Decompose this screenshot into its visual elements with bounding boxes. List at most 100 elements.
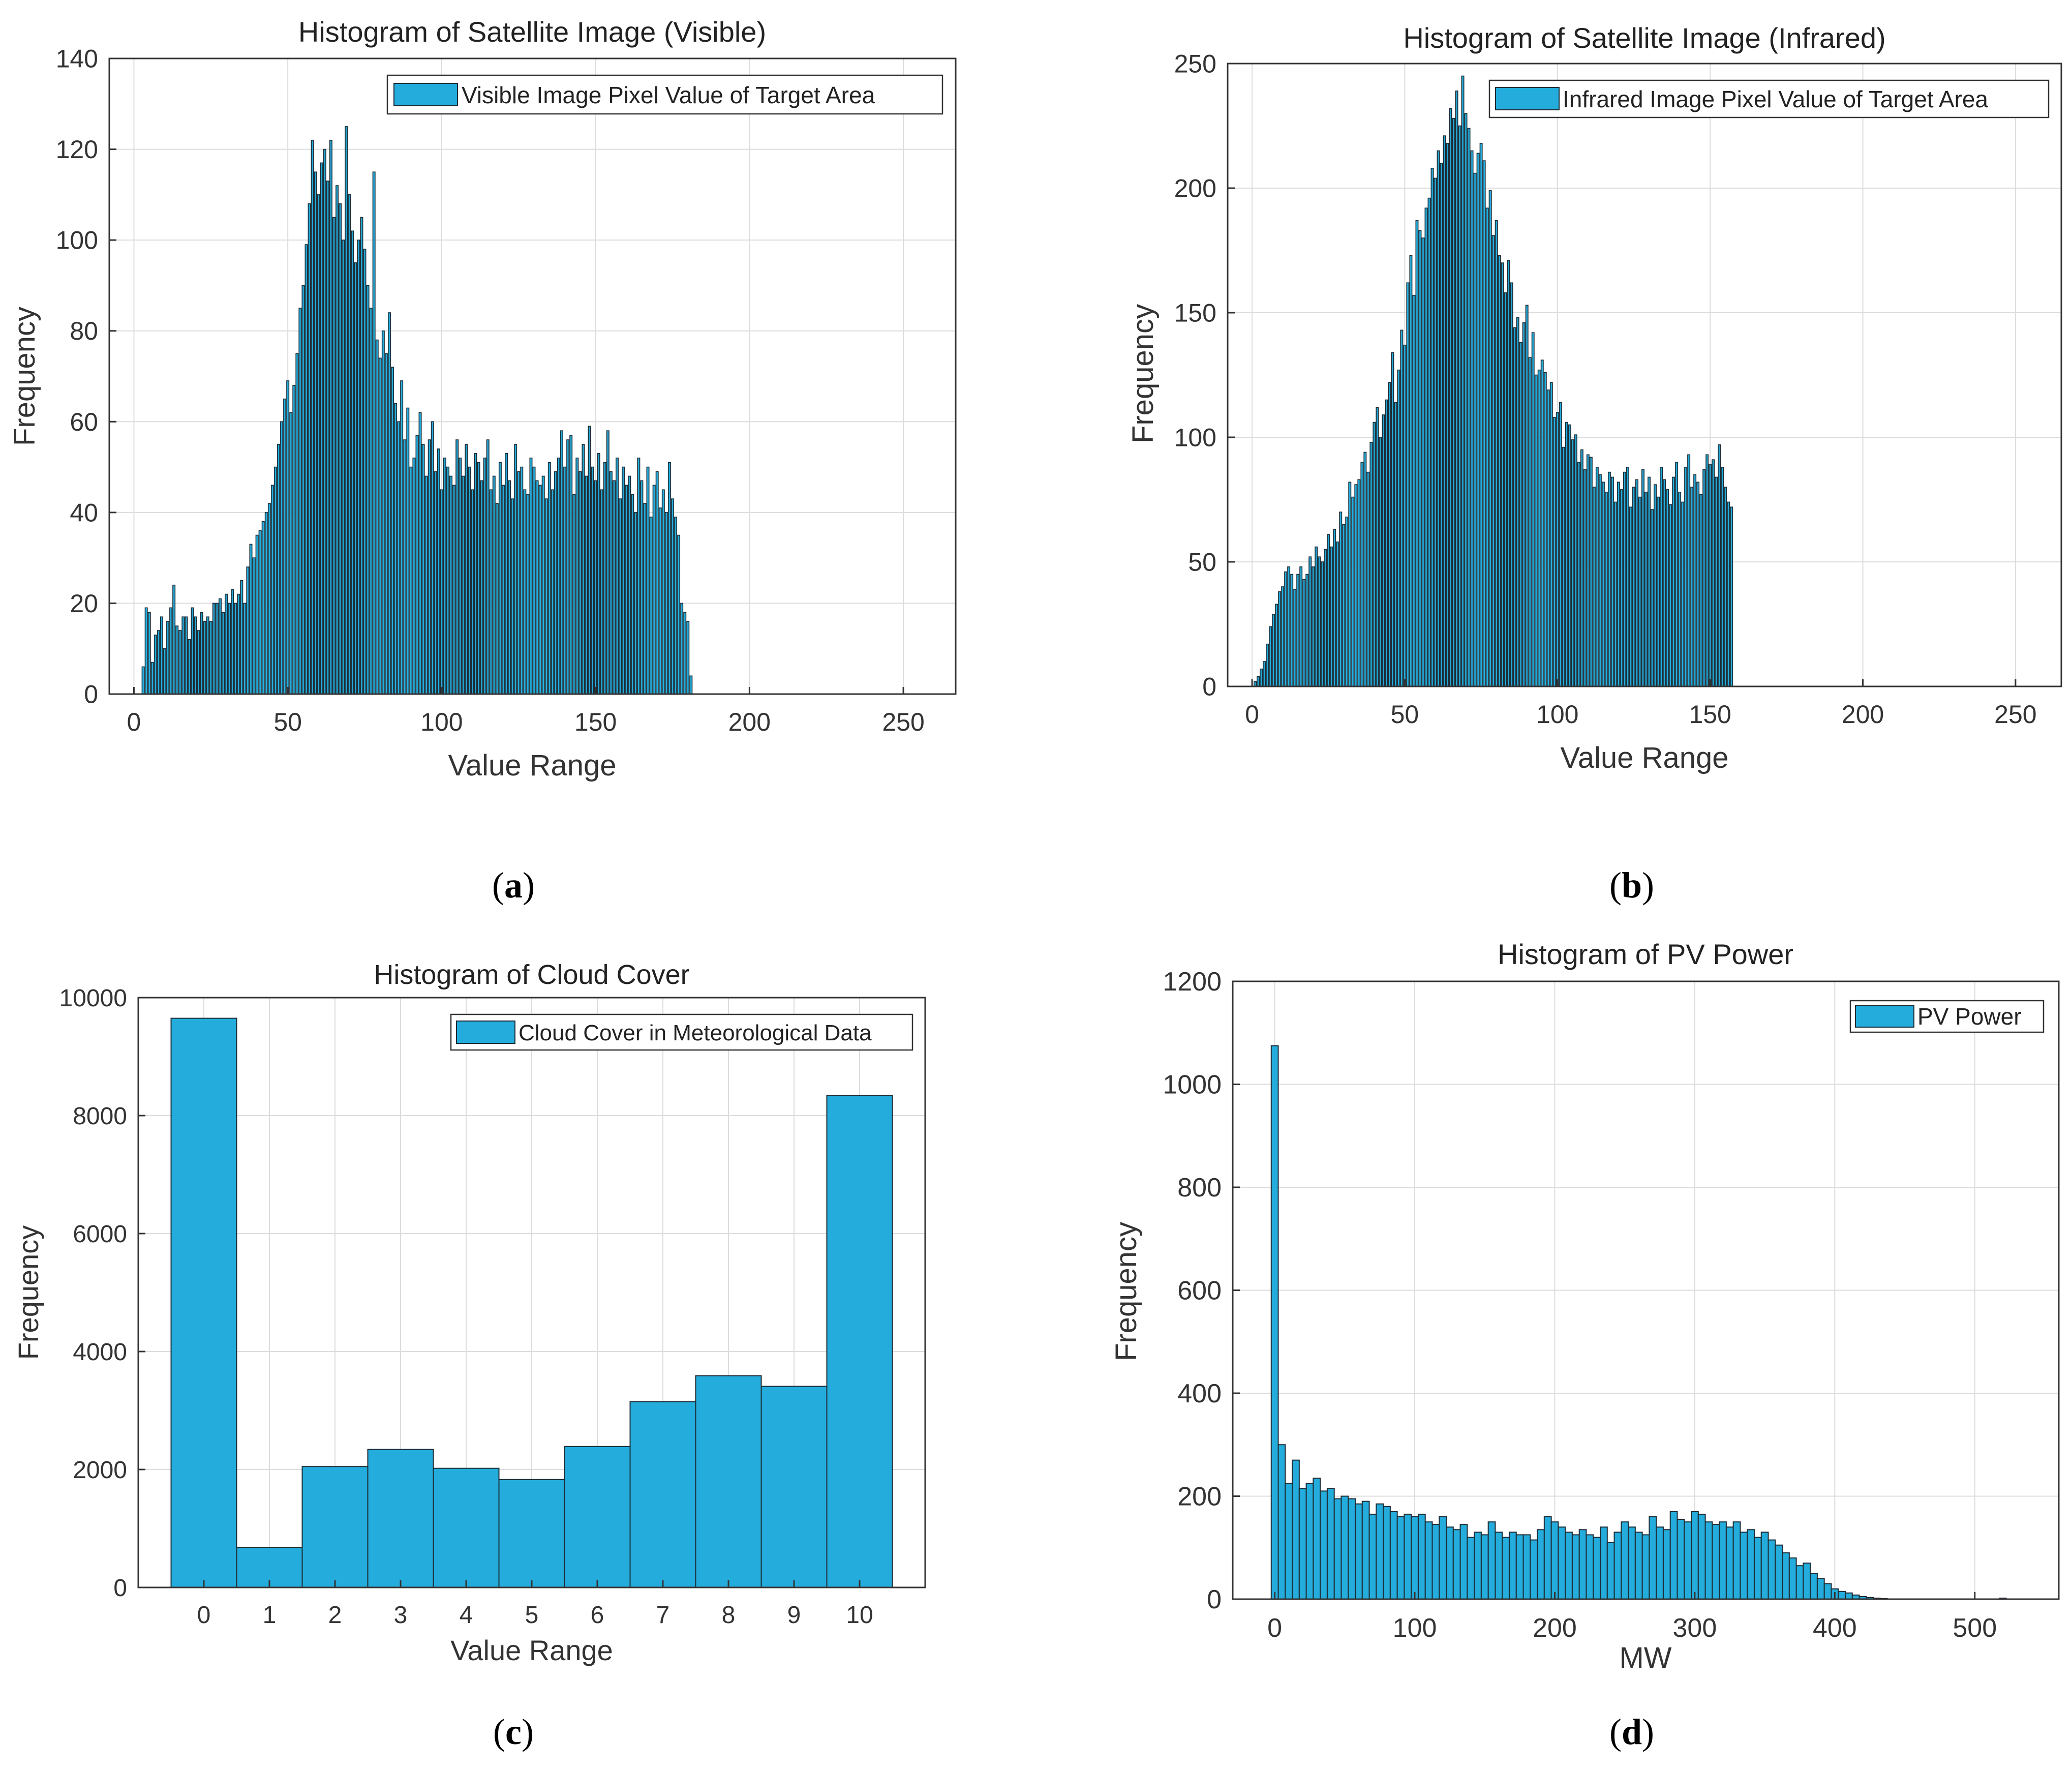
histogram-bar xyxy=(194,616,197,695)
histogram-bar xyxy=(1449,108,1452,687)
histogram-bar xyxy=(677,534,681,695)
histogram-bar xyxy=(643,503,647,695)
histogram-bar xyxy=(1528,357,1532,687)
y-tick-label: 1000 xyxy=(1163,1070,1222,1100)
histogram-bar xyxy=(1696,482,1700,687)
histogram-bar xyxy=(1504,292,1507,687)
histogram-bar xyxy=(1617,482,1620,687)
histogram-bar xyxy=(578,471,582,695)
legend-d: PV Power xyxy=(1849,1000,2045,1033)
histogram-bar xyxy=(1412,294,1416,687)
x-axis-label-c: Value Range xyxy=(450,1634,613,1666)
histogram-bar xyxy=(178,630,182,695)
histogram-bar xyxy=(1519,342,1522,687)
histogram-bar xyxy=(1697,1513,1706,1600)
histogram-bar xyxy=(1485,207,1489,687)
histogram-bar xyxy=(498,1479,565,1588)
histogram-bar xyxy=(661,489,665,695)
histogram-bar xyxy=(1308,556,1312,687)
y-tick-label: 150 xyxy=(1174,299,1216,327)
histogram-bar xyxy=(1502,1537,1510,1600)
histogram-bar xyxy=(544,498,548,695)
histogram-bar xyxy=(147,612,151,695)
histogram-bar xyxy=(1678,491,1682,687)
y-tick-label: 10000 xyxy=(59,985,127,1012)
histogram-bar xyxy=(1467,1537,1475,1600)
ticks-b: 0 50 100 150 200 250 0 50 100 150 200 250 xyxy=(1174,50,2037,729)
histogram-bar xyxy=(345,126,348,695)
histogram-bar xyxy=(1326,1488,1335,1600)
histogram-bar xyxy=(1389,1511,1398,1600)
histogram-bar xyxy=(1318,556,1321,687)
histogram-bar xyxy=(1427,197,1431,687)
histogram-bar xyxy=(1424,1521,1433,1600)
y-tick-label: 8000 xyxy=(73,1103,127,1130)
y-tick-label: 100 xyxy=(1174,424,1216,452)
chart-title-a: Histogram of Satellite Image (Visible) xyxy=(298,16,766,48)
histogram-bar xyxy=(264,512,268,695)
histogram-bar xyxy=(569,435,573,695)
histogram-bar xyxy=(1816,1578,1825,1600)
histogram-bar xyxy=(1823,1583,1832,1600)
histogram-bar xyxy=(348,194,351,695)
histogram-bar xyxy=(1446,142,1449,687)
histogram-bar xyxy=(1747,1529,1755,1600)
histogram-bar xyxy=(267,503,271,695)
histogram-bar xyxy=(477,462,480,695)
histogram-bar xyxy=(443,457,446,695)
histogram-bar xyxy=(326,181,329,695)
histogram-bar xyxy=(520,466,524,695)
histogram-bar xyxy=(1558,1526,1566,1600)
histogram-bar xyxy=(304,244,308,695)
panel-caption-b: (b) xyxy=(1609,865,1654,906)
x-tick-label: 4 xyxy=(460,1602,473,1629)
histogram-bar xyxy=(1844,1592,1853,1600)
y-tick-label: 140 xyxy=(56,45,98,73)
x-tick-label: 10 xyxy=(846,1602,873,1629)
x-axis-label-a: Value Range xyxy=(448,749,616,782)
histogram-bar xyxy=(1522,1534,1531,1600)
histogram-bar xyxy=(1795,1565,1804,1600)
histogram-bar xyxy=(511,498,514,695)
histogram-bar xyxy=(1333,529,1336,687)
histogram-bar xyxy=(1418,230,1422,687)
histogram-bar xyxy=(1452,118,1455,687)
histogram-bar xyxy=(1663,479,1666,687)
histogram-bar xyxy=(1491,235,1495,687)
histogram-bar xyxy=(1626,466,1629,687)
histogram-bar xyxy=(1578,1529,1587,1600)
histogram-bar xyxy=(1339,512,1343,687)
histogram-bar xyxy=(1495,1532,1503,1600)
histogram-bar xyxy=(1400,329,1404,687)
x-tick-label: 100 xyxy=(1536,700,1578,729)
histogram-bar xyxy=(538,485,542,695)
histogram-bar xyxy=(329,139,332,695)
legend-label-a: Visible Image Pixel Value of Target Area xyxy=(462,82,875,108)
histogram-bar xyxy=(1638,496,1641,687)
histogram-bar xyxy=(471,489,474,695)
histogram-bar xyxy=(1788,1557,1797,1600)
histogram-bar xyxy=(1515,1534,1524,1600)
histogram-bar xyxy=(434,471,437,695)
histogram-bar xyxy=(1285,1483,1293,1600)
histogram-bar xyxy=(1430,167,1434,687)
histogram-bar xyxy=(474,453,477,695)
histogram-bar xyxy=(203,621,206,695)
histogram-bar xyxy=(154,635,157,695)
histogram-bar xyxy=(421,444,425,695)
histogram-bar xyxy=(1437,150,1440,687)
histogram-bar xyxy=(1634,1532,1643,1600)
histogram-bar xyxy=(1452,1529,1461,1600)
ticks-c: 0 1 2 3 4 5 6 7 8 9 10 0 2000 4000 6000 8000 10000 xyxy=(59,985,873,1629)
histogram-bar xyxy=(498,462,502,695)
histogram-bar xyxy=(228,603,231,695)
histogram-bar xyxy=(1363,452,1367,687)
histogram-bar xyxy=(252,557,256,695)
histogram-bar xyxy=(1360,462,1364,687)
chart-visible-histogram: 0 50 100 150 200 250 0 20 40 60 80 100 120 140 Histog… xyxy=(8,16,957,782)
histogram-bar xyxy=(301,285,305,695)
histogram-bar xyxy=(175,625,179,695)
histogram-bar xyxy=(532,466,536,695)
x-tick-label: 1 xyxy=(263,1602,277,1629)
histogram-bar xyxy=(1417,1513,1426,1600)
